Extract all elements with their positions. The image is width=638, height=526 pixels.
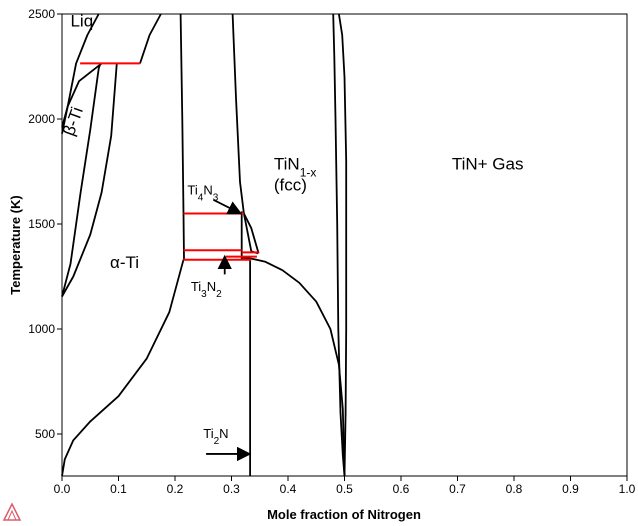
x-tick-label: 0.7 xyxy=(449,482,466,496)
x-tick-label: 1.0 xyxy=(619,482,636,496)
phase-labels: Liq α-Ti TiN1-x(fcc) TiN+ Gas β-Ti Ti4N3 Ti3N2… xyxy=(59,12,523,447)
x-tick-label: 0.1 xyxy=(110,482,127,496)
annotation-arrows xyxy=(206,199,252,462)
thermo-calc-logo-icon xyxy=(2,502,22,521)
y-axis-ticks: 500 1000 1500 2000 2500 xyxy=(28,7,62,441)
x-axis-ticks: 0.0 0.1 0.2 0.3 0.4 0.5 0.6 0.7 0.8 0.9 1.0 xyxy=(54,476,636,496)
region-label: TiN1-x xyxy=(274,154,316,179)
y-tick-label: 1500 xyxy=(28,217,55,231)
x-axis-title: Mole fraction of Nitrogen xyxy=(267,507,421,522)
x-tick-label: 0.8 xyxy=(506,482,523,496)
x-tick-label: 0.5 xyxy=(336,482,353,496)
y-tick-label: 2000 xyxy=(28,112,55,126)
y-tick-label: 2500 xyxy=(28,7,55,21)
x-tick-label: 0.0 xyxy=(54,482,71,496)
phase-boundary-10 xyxy=(332,13,346,477)
compound-label: Ti2N xyxy=(203,426,228,447)
compound-label: Ti3N2 xyxy=(191,279,222,300)
region-label: TiN+ Gas xyxy=(452,154,524,173)
phase-boundary-9 xyxy=(241,256,346,477)
region-label-beta-ti: β-Ti xyxy=(59,104,87,138)
phase-boundary-6 xyxy=(179,13,185,260)
x-tick-label: 0.4 xyxy=(280,482,297,496)
annotation-arrow-0 xyxy=(213,199,243,215)
invariant-lines xyxy=(80,62,259,261)
phase-boundary-0 xyxy=(61,259,185,477)
phase-boundary-5 xyxy=(139,13,162,64)
compound-label: Ti4N3 xyxy=(187,183,218,204)
region-label: Liq xyxy=(70,12,93,31)
x-tick-label: 0.9 xyxy=(562,482,579,496)
y-tick-label: 500 xyxy=(35,427,55,441)
phase-boundary-8 xyxy=(243,213,260,254)
region-label: (fcc) xyxy=(274,175,307,194)
y-tick-label: 1000 xyxy=(28,322,55,336)
phase-boundaries xyxy=(61,13,348,477)
phase-boundary-11 xyxy=(338,13,348,477)
phase-boundary-2 xyxy=(61,63,102,297)
x-tick-label: 0.3 xyxy=(223,482,240,496)
x-tick-label: 0.2 xyxy=(167,482,184,496)
phase-boundary-1 xyxy=(61,63,118,297)
x-tick-label: 0.6 xyxy=(393,482,410,496)
y-axis-title: Temperature (K) xyxy=(8,195,23,294)
phase-boundary-4 xyxy=(61,62,103,128)
region-label: α-Ti xyxy=(110,253,139,272)
